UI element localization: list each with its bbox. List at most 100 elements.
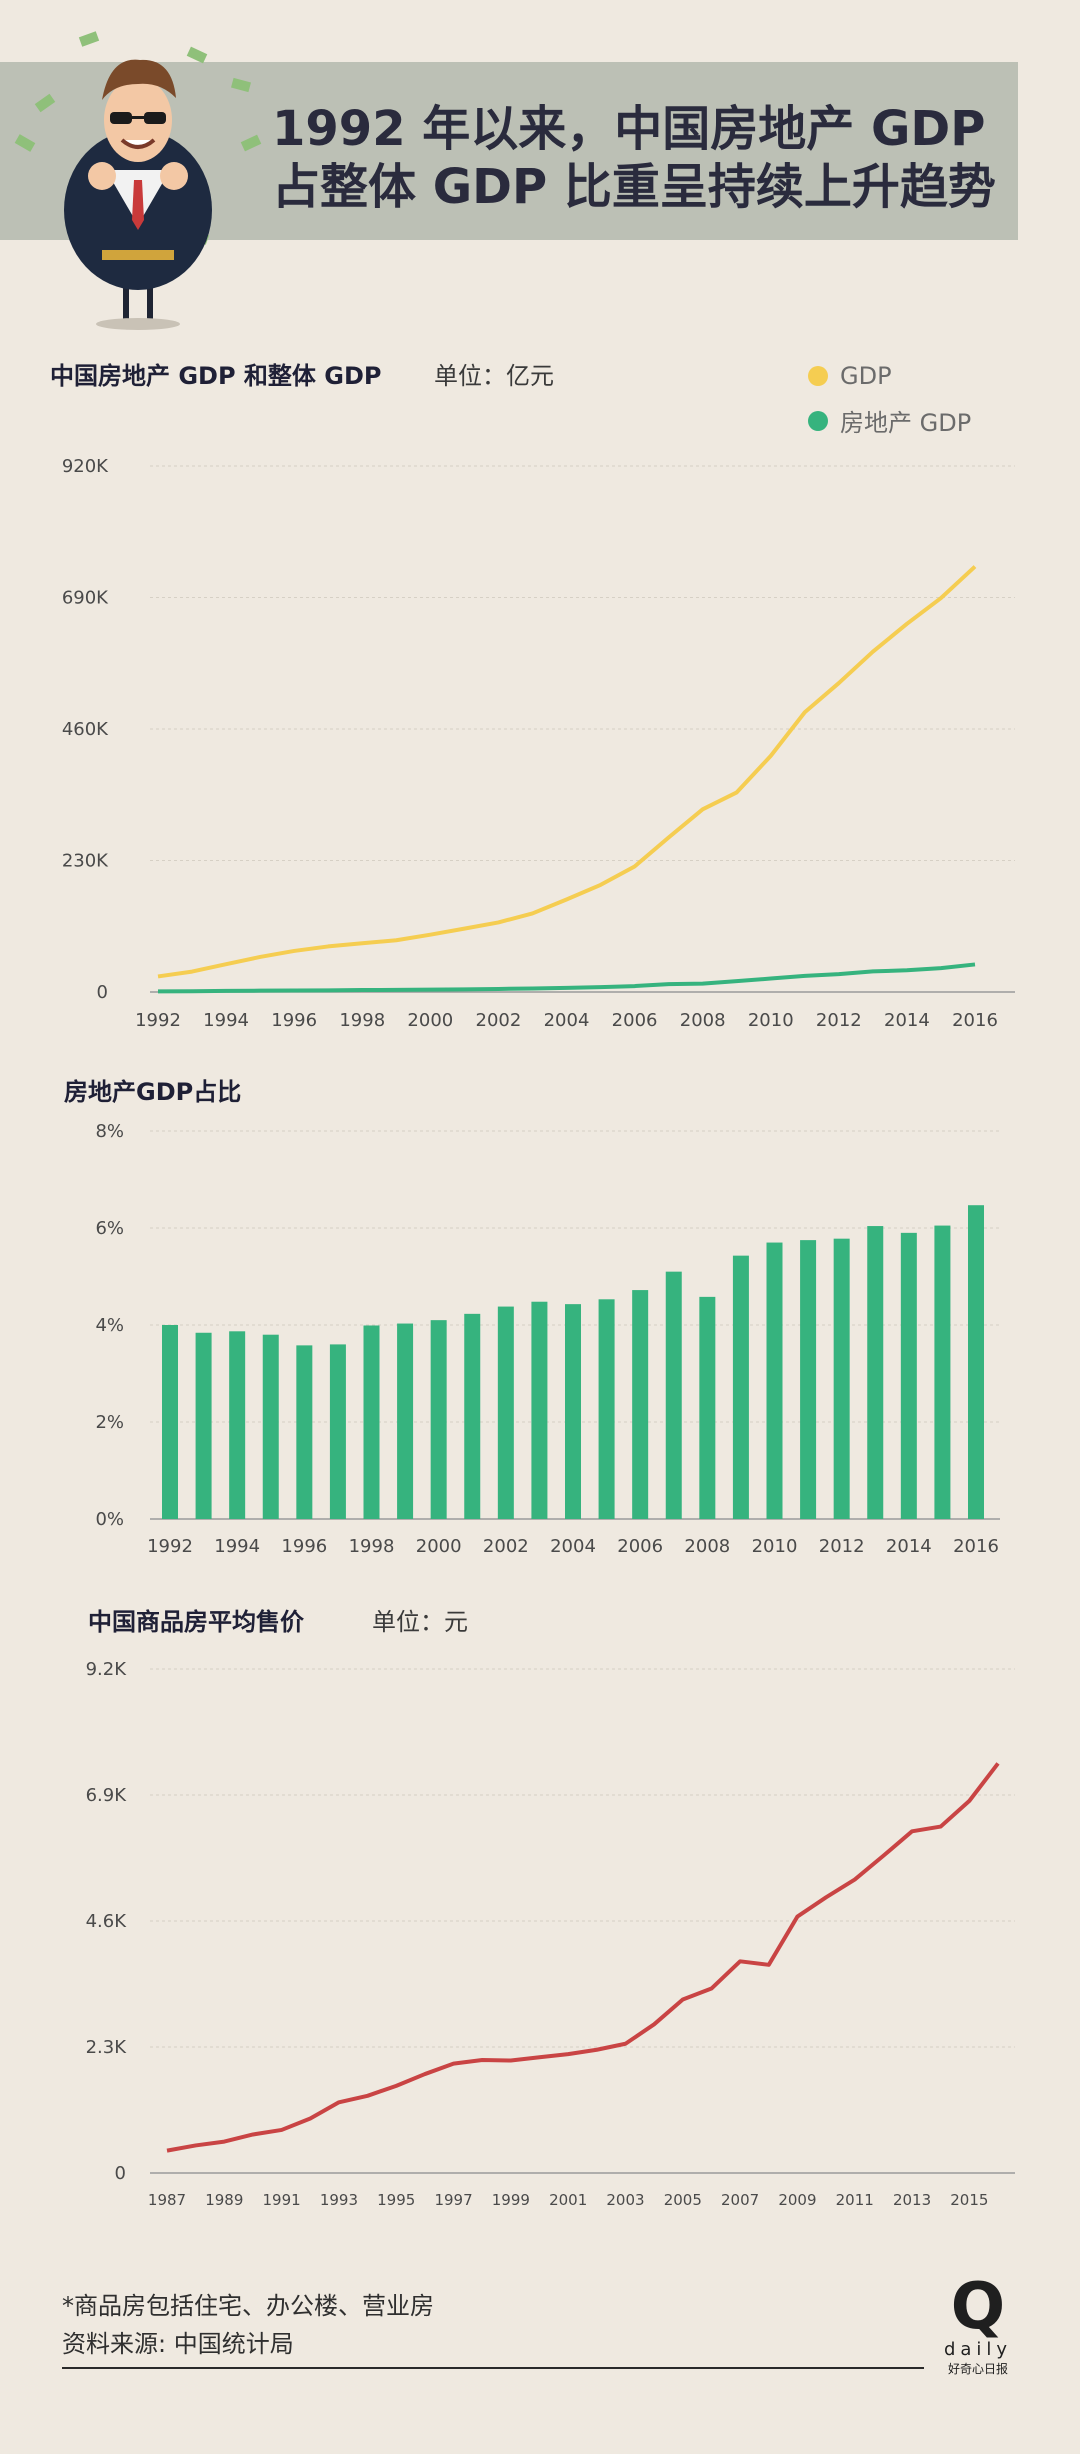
x-tick-label: 2004 <box>550 1536 596 1557</box>
y-tick-label: 4% <box>95 1315 124 1336</box>
x-tick-label: 2016 <box>953 1536 999 1557</box>
bar <box>632 1290 649 1519</box>
legend-realestate: 房地产 GDP <box>808 403 971 438</box>
bar <box>497 1306 514 1519</box>
footer-divider <box>62 2367 924 2369</box>
x-tick-label: 1992 <box>147 1536 193 1557</box>
x-tick-label: 2012 <box>816 1010 862 1031</box>
title-line-2: 占整体 GDP 比重呈持续上升趋势 <box>272 159 996 215</box>
x-tick-label: 1994 <box>214 1536 260 1557</box>
legend-realestate-swatch <box>808 410 828 431</box>
y-tick-label: 6.9K <box>86 1785 128 1806</box>
bar <box>800 1240 817 1519</box>
page-title: 1992 年以来，中国房地产 GDP 占整体 GDP 比重呈持续上升趋势 <box>272 100 1012 216</box>
share-bar-chart: 0% 2% 4% 6% 8% 1992 1994 1996 1998 2000 2002 2004 20… <box>95 1121 1000 1557</box>
x-tick-label: 2006 <box>617 1536 663 1557</box>
y-tick-label: 4.6K <box>86 1911 128 1932</box>
bar <box>665 1271 682 1519</box>
x-tick-label: 1998 <box>349 1536 395 1557</box>
legend-gdp-label: GDP <box>840 362 892 390</box>
gdp-line-chart: 0 230K 460K 690K 920K 1992 1994 1996 1998 2000 200… <box>62 456 1015 1031</box>
y-tick-label: 690K <box>62 588 109 609</box>
bar <box>397 1323 414 1519</box>
bar <box>262 1334 279 1519</box>
y-tick-label: 9.2K <box>86 1659 128 1680</box>
chart3-title: 中国商品房平均售价 <box>88 1608 304 1636</box>
price-series-line <box>166 1762 1000 2153</box>
x-tick-label: 2010 <box>748 1010 794 1031</box>
legend-gdp-swatch <box>808 366 828 386</box>
bar <box>699 1296 716 1519</box>
x-tick-label: 2002 <box>476 1010 522 1031</box>
x-tick-label: 1999 <box>492 2191 530 2209</box>
bar <box>363 1325 380 1519</box>
y-tick-label: 0 <box>97 982 108 1003</box>
x-tick-label: 1989 <box>205 2191 243 2209</box>
x-tick-label: 1992 <box>135 1010 181 1031</box>
money-icon <box>14 134 36 152</box>
businessman-illustration <box>14 31 262 330</box>
footnote-definition: *商品房包括住宅、办公楼、营业房 <box>62 2292 434 2320</box>
logo-subtitle: 好奇心日报 <box>947 2362 1008 2376</box>
bar <box>195 1332 212 1519</box>
x-tick-label: 2000 <box>407 1010 453 1031</box>
x-tick-label: 2010 <box>752 1536 798 1557</box>
x-tick-label: 1995 <box>377 2191 415 2209</box>
y-tick-label: 2% <box>95 1412 124 1433</box>
y-tick-label: 230K <box>62 851 109 872</box>
x-tick-label: 1998 <box>339 1010 385 1031</box>
x-tick-label: 2008 <box>684 1536 730 1557</box>
money-icon <box>34 93 56 113</box>
x-tick-label: 2009 <box>778 2191 816 2209</box>
bar <box>732 1255 749 1519</box>
bar <box>900 1232 917 1519</box>
x-tick-label: 1993 <box>320 2191 358 2209</box>
x-tick-label: 2015 <box>950 2191 988 2209</box>
x-tick-label: 2013 <box>893 2191 931 2209</box>
realestate-gdp-series-line <box>157 962 976 994</box>
bar <box>229 1331 246 1519</box>
footnote-source: 资料来源: 中国统计局 <box>62 2330 294 2358</box>
x-tick-label: 2005 <box>664 2191 702 2209</box>
money-icon <box>240 134 262 152</box>
x-tick-label: 2001 <box>549 2191 587 2209</box>
price-line-chart: 0 2.3K 4.6K 6.9K 9.2K 1987 1989 1991 1993 1995 199… <box>86 1659 1015 2209</box>
y-tick-label: 0% <box>95 1509 124 1530</box>
chart2-title: 房地产GDP占比 <box>64 1078 242 1106</box>
x-tick-label: 2002 <box>483 1536 529 1557</box>
bar <box>565 1304 581 1519</box>
x-tick-label: 2003 <box>606 2191 644 2209</box>
gdp-series-line <box>157 565 977 979</box>
bar <box>833 1238 850 1519</box>
x-tick-label: 1996 <box>281 1536 327 1557</box>
money-icon <box>186 46 208 64</box>
bar <box>968 1205 984 1519</box>
chart1-unit: 单位：亿元 <box>434 362 554 390</box>
money-icon <box>78 31 100 47</box>
x-tick-label: 1997 <box>434 2191 472 2209</box>
x-tick-label: 2000 <box>416 1536 462 1557</box>
bar <box>766 1242 783 1519</box>
legend-gdp: GDP <box>808 362 892 390</box>
bar <box>329 1344 346 1519</box>
x-tick-label: 1996 <box>271 1010 317 1031</box>
money-icon <box>231 77 251 93</box>
x-tick-label: 1987 <box>148 2191 186 2209</box>
x-tick-label: 2014 <box>884 1010 930 1031</box>
x-tick-label: 2012 <box>819 1536 865 1557</box>
y-tick-label: 2.3K <box>86 2037 128 2058</box>
logo-letter: Q <box>950 2270 1006 2344</box>
x-tick-label: 2006 <box>612 1010 658 1031</box>
bar <box>430 1320 447 1519</box>
chart1-title: 中国房地产 GDP 和整体 GDP <box>50 362 382 390</box>
y-tick-label: 920K <box>62 456 109 477</box>
x-tick-label: 2014 <box>886 1536 932 1557</box>
y-tick-label: 6% <box>95 1218 124 1239</box>
x-tick-label: 2008 <box>680 1010 726 1031</box>
bar <box>934 1225 951 1519</box>
legend-realestate-label: 房地产 GDP <box>840 409 972 437</box>
bar <box>464 1313 481 1519</box>
y-tick-label: 8% <box>95 1121 124 1142</box>
title-line-1: 1992 年以来，中国房地产 GDP <box>272 101 986 157</box>
bar <box>162 1325 178 1519</box>
